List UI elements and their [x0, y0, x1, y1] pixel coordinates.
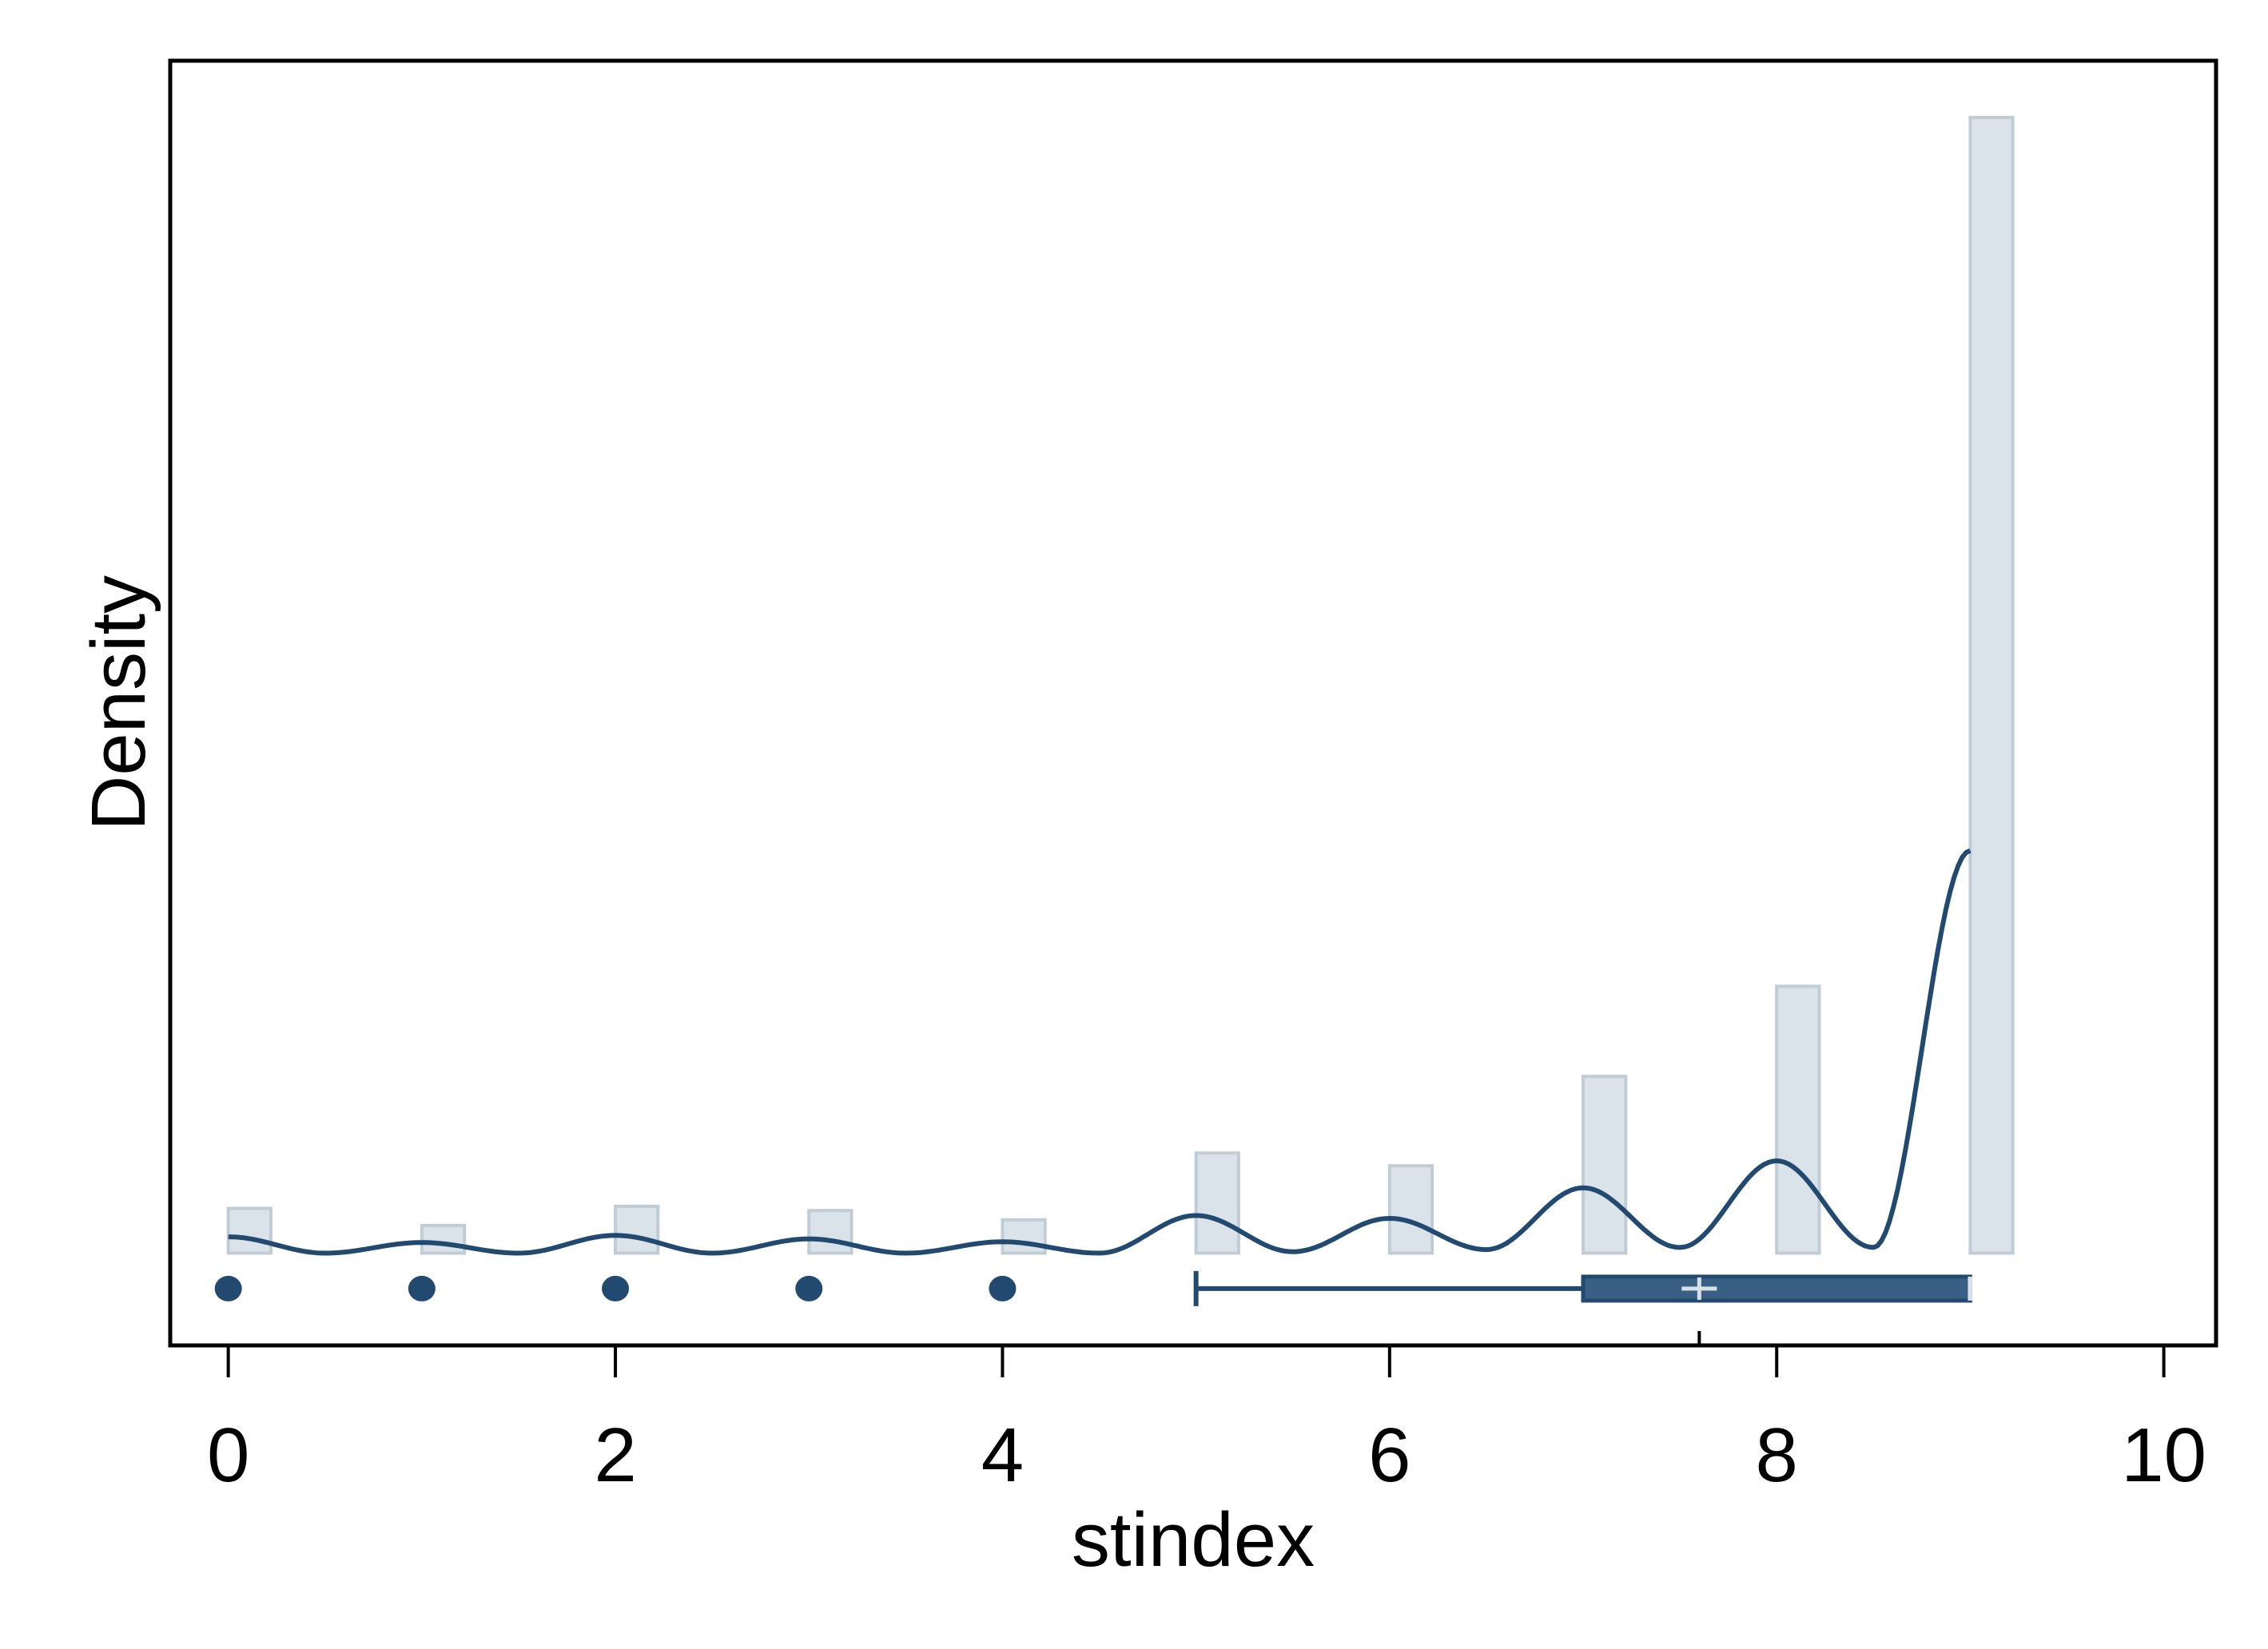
histogram-bar: [226, 1206, 273, 1255]
x-tick-label: 4: [981, 1413, 1024, 1498]
x-tick-label: 0: [207, 1413, 249, 1498]
boxplot-outlier: [989, 1275, 1017, 1301]
boxplot-outlier: [795, 1275, 823, 1301]
x-tick-label: 8: [1756, 1413, 1798, 1498]
boxplot: [214, 1270, 1973, 1345]
histogram-bar: [1001, 1218, 1047, 1255]
x-axis-title: stindex: [1072, 1497, 1315, 1583]
histogram-bar: [807, 1209, 853, 1255]
histogram-bar: [1775, 984, 1821, 1255]
histogram-bar: [1387, 1164, 1434, 1255]
histogram-bar: [1968, 116, 2015, 1255]
x-axis: 0 2 4 6 8 10: [207, 1345, 2206, 1498]
kde-layer: [228, 848, 1972, 1256]
histogram-bar: [1582, 1075, 1628, 1255]
boxplot-outlier: [408, 1275, 436, 1301]
boxplot-box: [1581, 1274, 1972, 1303]
histogram-bar: [614, 1204, 660, 1255]
boxplot-outlier: [602, 1275, 630, 1301]
boxplot-outlier: [214, 1275, 242, 1301]
kde-curve: [228, 848, 1972, 1256]
plot-frame: [168, 58, 2218, 1348]
x-tick-label: 2: [594, 1413, 636, 1498]
histogram-bars: [226, 116, 2015, 1255]
histogram-bar: [1194, 1151, 1240, 1255]
y-axis-title: Density: [76, 575, 161, 831]
x-tick-label: 10: [2121, 1413, 2206, 1498]
histogram-bar: [420, 1223, 467, 1255]
x-tick-label: 6: [1368, 1413, 1411, 1498]
